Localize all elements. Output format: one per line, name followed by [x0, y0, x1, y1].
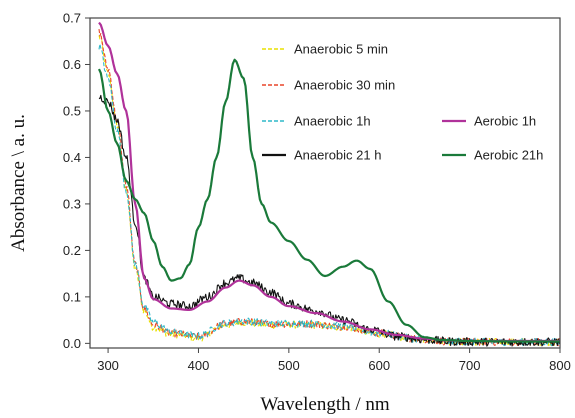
- series-line-6: [97, 58, 560, 343]
- x-tick-label: 700: [459, 358, 481, 373]
- x-axis-title: Wavelength / nm: [260, 394, 390, 415]
- tick-layer: 300 400 500 600 700 800 0.0 0.1 0.2 0.3 0.4 0.5 0.6 0…: [63, 11, 571, 374]
- legend-label: Aerobic 21h: [474, 148, 543, 163]
- y-tick-label: 0.3: [63, 196, 81, 211]
- legend-entry-4: Anaerobic 21 h: [262, 148, 381, 163]
- x-tick-label: 800: [549, 358, 571, 373]
- legend-label: Anaerobic 21 h: [294, 148, 381, 163]
- plot-frame: [89, 17, 561, 349]
- legend-label: Anaerobic 30 min: [294, 78, 395, 93]
- y-axis-title: Absorbance \ a. u.: [8, 114, 29, 252]
- y-tick-label: 0.2: [63, 243, 81, 258]
- legend-entry-5: Aerobic 1h: [442, 114, 536, 129]
- x-tick-label: 400: [188, 358, 210, 373]
- x-tick-label: 600: [368, 358, 390, 373]
- y-tick-label: 0.4: [63, 150, 81, 165]
- legend-entry-3: Anaerobic 1h: [262, 114, 371, 129]
- series-line-4: [98, 94, 561, 347]
- legend-entry-1: Anaerobic 5 min: [262, 42, 388, 57]
- legend-entry-6: Aerobic 21h: [442, 148, 543, 163]
- legend: Anaerobic 5 min Anaerobic 30 min Anaerobic…: [262, 42, 543, 163]
- y-tick-label: 0.6: [63, 57, 81, 72]
- series-layer: [97, 21, 561, 347]
- legend-entry-2: Anaerobic 30 min: [262, 78, 395, 93]
- y-tick-label: 0.7: [63, 11, 81, 26]
- legend-label: Aerobic 1h: [474, 114, 536, 129]
- y-tick-label: 0.0: [63, 336, 81, 351]
- x-tick-label: 500: [278, 358, 300, 373]
- legend-label: Anaerobic 5 min: [294, 42, 388, 57]
- legend-label: Anaerobic 1h: [294, 114, 371, 129]
- y-tick-label: 0.1: [63, 289, 81, 304]
- y-tick-label: 0.5: [63, 103, 81, 118]
- series-line-2: [98, 29, 561, 347]
- x-tick-label: 300: [97, 358, 119, 373]
- series-line-3: [98, 43, 561, 347]
- series-line-5: [98, 21, 560, 343]
